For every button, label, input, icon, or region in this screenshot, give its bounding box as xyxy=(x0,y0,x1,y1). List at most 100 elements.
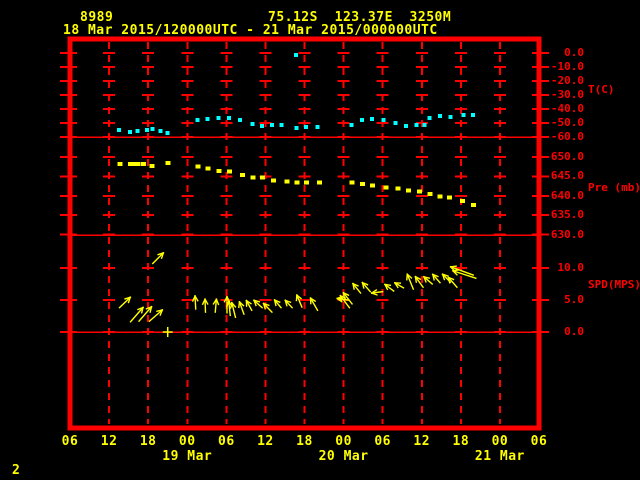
wind-vector xyxy=(245,299,253,312)
plot-frame xyxy=(67,36,542,431)
y-tick-label: 630.0 xyxy=(550,227,584,241)
temperature-point xyxy=(422,122,427,127)
wind-vector xyxy=(212,298,220,313)
x-tick-label: 06 xyxy=(61,434,79,449)
temperature-point xyxy=(349,122,354,127)
wind-axis-unit: SPD(MPS) xyxy=(588,278,640,291)
wind-vector xyxy=(393,281,405,289)
x-tick-label: 18 xyxy=(452,434,470,449)
station-id: 8989 xyxy=(80,10,114,25)
time-period: 18 Mar 2015/120000UTC - 21 Mar 2015/0000… xyxy=(63,23,438,38)
temperature-point xyxy=(195,118,200,123)
pressure-point xyxy=(117,161,123,166)
temperature-point xyxy=(205,116,210,121)
temperature-point xyxy=(279,122,284,127)
pressure-point xyxy=(195,164,201,169)
x-tick-label: 06 xyxy=(374,434,391,449)
pressure-point xyxy=(205,166,211,171)
temperature-point xyxy=(226,115,231,120)
temperature-point xyxy=(127,129,132,134)
wind-vector xyxy=(309,297,319,312)
temperature-point xyxy=(315,125,320,130)
temperature-point xyxy=(370,116,375,121)
temperature-axis-unit: T(C) xyxy=(588,83,615,96)
temperature-point xyxy=(238,118,243,123)
wind-vector xyxy=(284,299,294,309)
temperature-point xyxy=(294,52,299,57)
x-tick-label: 00 xyxy=(335,434,352,449)
pressure-point xyxy=(135,161,141,166)
temperature-point xyxy=(393,121,398,125)
date-label: 19 Mar xyxy=(162,449,213,464)
page-number: 2 xyxy=(12,463,21,478)
y-tick-label: 0.0 xyxy=(564,325,584,338)
pressure-point xyxy=(294,180,300,185)
date-label: 21 Mar xyxy=(474,449,525,464)
pressure-point xyxy=(316,180,322,185)
wind-vector xyxy=(370,288,384,296)
pressure-point xyxy=(427,192,433,197)
pressure-point xyxy=(447,195,453,200)
pressure-point xyxy=(417,189,423,194)
wind-vector xyxy=(201,298,209,313)
temperature-point xyxy=(250,121,255,126)
y-tick-label: 0.0 xyxy=(564,46,584,59)
y-tick-label: -60.0 xyxy=(550,130,584,143)
temperature-point xyxy=(165,130,170,135)
wind-vector xyxy=(414,275,425,289)
wind-vector xyxy=(229,301,237,319)
wind-vector xyxy=(191,295,199,310)
wind-vector xyxy=(361,281,372,293)
pressure-point xyxy=(149,163,155,168)
temperature-point xyxy=(216,115,221,120)
y-tick-label: -20.0 xyxy=(550,74,584,87)
temperature-point xyxy=(144,128,149,132)
pressure-point xyxy=(127,161,133,166)
temperature-point xyxy=(294,126,299,131)
wind-vector xyxy=(151,251,165,265)
temperature-point xyxy=(303,125,308,130)
pressure-point xyxy=(284,179,290,184)
pressure-point xyxy=(359,181,365,186)
pressure-point xyxy=(216,168,222,173)
wind-vector xyxy=(447,276,458,289)
temperature-point xyxy=(448,114,453,119)
y-tick-label: 650.0 xyxy=(550,150,584,163)
x-tick-label: 18 xyxy=(296,434,313,449)
pressure-point xyxy=(250,175,256,180)
x-tick-label: 06 xyxy=(530,434,548,449)
pressure-axis-unit: Pre (mb) xyxy=(588,181,640,194)
temperature-point xyxy=(437,114,442,118)
station-location: 75.12S 123.37E 3250M xyxy=(268,10,452,25)
x-tick-label: 18 xyxy=(139,434,157,449)
pressure-point xyxy=(303,180,309,185)
pressure-point xyxy=(271,178,277,183)
pressure-point xyxy=(460,199,466,204)
pressure-point xyxy=(395,186,401,191)
y-tick-label: -10.0 xyxy=(550,60,584,73)
temperature-point xyxy=(461,113,466,118)
temperature-point xyxy=(471,113,476,118)
temperature-point xyxy=(150,127,155,132)
wind-vector xyxy=(118,296,132,309)
y-tick-label: 635.0 xyxy=(550,208,584,222)
temperature-point xyxy=(427,115,432,120)
wind-vector xyxy=(451,269,477,280)
pressure-point xyxy=(471,203,477,208)
wind-vector xyxy=(295,294,303,308)
x-tick-label: 12 xyxy=(413,434,431,449)
wind-vector xyxy=(431,273,441,284)
temperature-point xyxy=(414,122,419,127)
wind-vector xyxy=(342,291,354,305)
x-tick-label: 12 xyxy=(100,434,118,449)
pressure-point xyxy=(165,160,171,165)
wind-vector xyxy=(422,275,434,285)
pressure-point xyxy=(349,180,355,185)
wind-vector xyxy=(148,308,164,323)
x-tick-label: 06 xyxy=(218,434,235,449)
x-tick-label: 00 xyxy=(178,434,196,449)
temperature-point xyxy=(158,128,163,133)
y-tick-label: -30.0 xyxy=(550,88,584,101)
